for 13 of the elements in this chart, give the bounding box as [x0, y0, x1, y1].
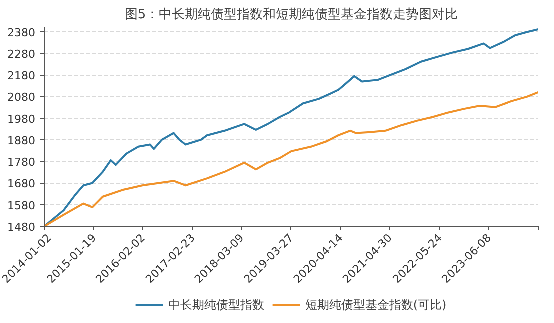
y-tick-label: 2080 [8, 91, 36, 104]
y-tick-label: 2180 [8, 70, 36, 83]
chart-title: 图5：中长期纯债型指数和短期纯债型基金指数走势图对比 [124, 8, 458, 22]
y-tick-label: 1780 [8, 156, 36, 170]
y-tick-label: 1680 [8, 178, 36, 191]
legend-label: 短期纯债型基金指数(可比) [305, 296, 447, 314]
y-tick-label: 1480 [8, 221, 36, 234]
y-tick-label: 2280 [8, 48, 36, 61]
y-tick-label: 1580 [8, 199, 36, 212]
legend-label: 中长期纯债型指数 [168, 296, 264, 314]
y-tick-label: 1880 [8, 134, 36, 148]
y-tick-label: 1980 [8, 112, 36, 126]
y-tick-label: 2380 [8, 26, 36, 40]
